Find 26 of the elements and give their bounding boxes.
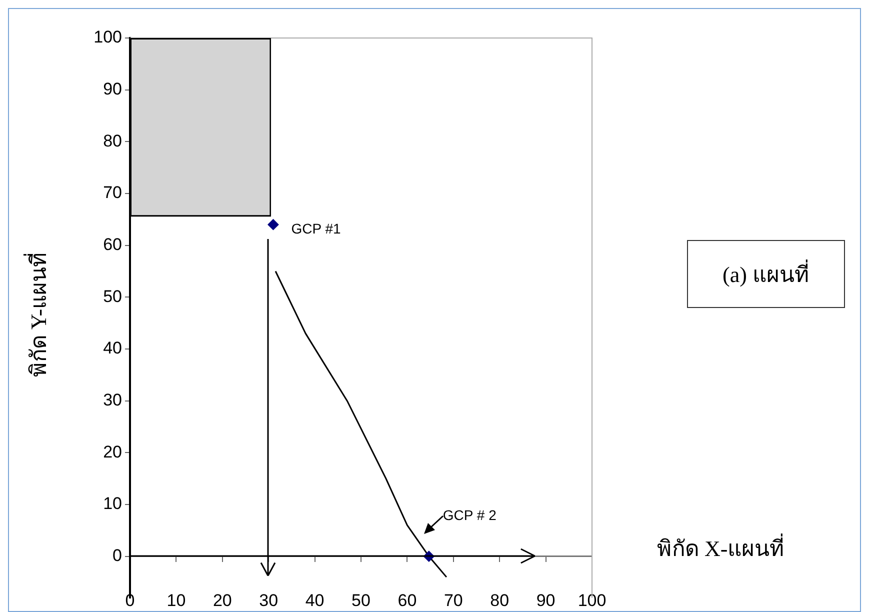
y-tick-label: 70 [103,183,122,202]
annotation: GCP #1 [291,220,341,236]
annotation: GCP # 2 [442,507,497,524]
y-tick-label: 60 [103,235,122,254]
y-tick-label: 20 [103,442,122,462]
x-tick-label: 30 [259,591,278,610]
x-tick-label: 80 [490,591,510,610]
x-axis-title: พิกัด X-แผนที่ [657,532,785,563]
text: (a) แผนที่ [687,240,845,308]
x-tick-label: 50 [352,591,370,610]
y-tick-label: 0 [112,546,122,566]
y-tick-label: 80 [103,131,122,150]
x-tick-label: 10 [166,591,186,610]
x-tick-label: 60 [398,591,417,610]
x-tick-label: 100 [578,591,606,610]
y-axis-title: พิกัด Y-แผนที่ [22,251,52,377]
y-tick-label: 30 [103,390,122,410]
x-tick-label: 90 [536,591,556,610]
y-tick-label: 100 [94,28,122,47]
y-tick-label: 50 [103,286,122,306]
y-tick-label: 90 [103,80,122,99]
y-tick-label: 10 [103,494,122,514]
x-tick-label: 70 [444,591,463,610]
y-tick-label: 40 [103,338,122,358]
x-tick-label: 40 [305,591,324,610]
x-tick-label: 20 [212,591,232,610]
